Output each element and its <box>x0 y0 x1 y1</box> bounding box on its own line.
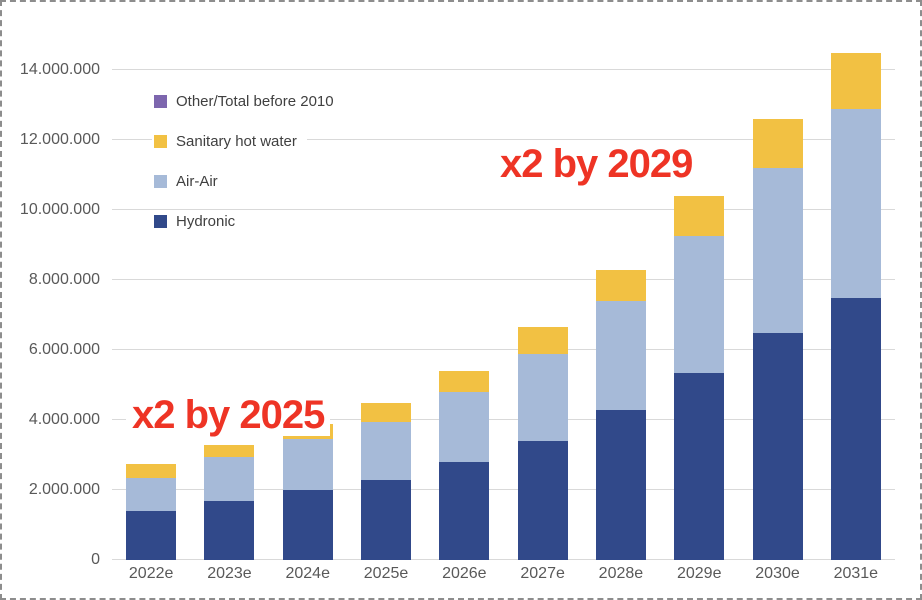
bar-segment-sanitary-hot-water-2031e[interactable] <box>830 52 881 109</box>
gridline-2000000 <box>112 489 895 490</box>
bar-stack-2030e[interactable] <box>752 119 803 560</box>
bar-segment-sanitary-hot-water-2026e[interactable] <box>439 371 490 392</box>
legend-item-label: Air-Air <box>176 173 218 190</box>
plot-area <box>112 42 895 560</box>
x-axis: 2022e 2023e 2024e 2025e 2026e 2027e 2028e 2029e… <box>112 565 895 583</box>
bar-segment-air-air-2027e[interactable] <box>517 353 568 441</box>
bar-segment-air-air-2028e[interactable] <box>595 301 646 410</box>
bar-segment-hydronic-2024e[interactable] <box>282 490 333 560</box>
annotation-x2-by-2029: x2 by 2029 <box>494 143 699 185</box>
gridline-10000000 <box>112 209 895 210</box>
bar-segment-air-air-2024e[interactable] <box>282 439 333 490</box>
bar-segment-hydronic-2025e[interactable] <box>361 479 412 560</box>
bar-segment-hydronic-2027e[interactable] <box>517 441 568 560</box>
legend-item-sanitary-hot-water[interactable]: Sanitary hot water <box>152 130 307 153</box>
legend-item-label: Sanitary hot water <box>176 133 297 150</box>
bar-segment-hydronic-2023e[interactable] <box>204 500 255 560</box>
bar-segment-hydronic-2030e[interactable] <box>752 332 803 560</box>
x-axis-tick-label-2024e: 2024e <box>285 565 330 582</box>
legend-item-label: Hydronic <box>176 213 236 230</box>
legend-item-air-air[interactable]: Air-Air <box>152 170 228 193</box>
bar-segment-hydronic-2028e[interactable] <box>595 409 646 560</box>
bar-column-2023e <box>190 42 268 560</box>
y-axis-tick-label: 8.000.000 <box>28 271 100 288</box>
y-axis-tick-label: 12.000.000 <box>19 131 100 148</box>
bar-segment-air-air-2031e[interactable] <box>830 108 881 298</box>
annotation-x2-by-2025: x2 by 2025 <box>126 394 331 436</box>
bar-column-2030e <box>738 42 816 560</box>
bar-segment-sanitary-hot-water-2022e[interactable] <box>126 463 177 478</box>
bar-segment-air-air-2029e[interactable] <box>674 236 725 373</box>
x-axis-tick-label-2022e: 2022e <box>128 565 174 582</box>
bar-segment-sanitary-hot-water-2030e[interactable] <box>752 119 803 168</box>
bar-segment-air-air-2025e[interactable] <box>361 421 412 480</box>
bar-stack-2027e[interactable] <box>517 327 568 560</box>
gridline-6000000 <box>112 349 895 350</box>
y-axis-tick-label: 4.000.000 <box>28 411 100 428</box>
bar-segment-sanitary-hot-water-2025e[interactable] <box>361 402 412 422</box>
legend-item-other-total-before-2010[interactable]: Other/Total before 2010 <box>152 90 344 113</box>
bar-segment-air-air-2030e[interactable] <box>752 168 803 333</box>
legend-swatch-icon <box>154 135 167 148</box>
x-axis-tick-label-2023e: 2023e <box>207 565 252 582</box>
bar-stack-2023e[interactable] <box>204 444 255 560</box>
legend-item-label: Other/Total before 2010 <box>176 93 334 110</box>
bar-segment-hydronic-2022e[interactable] <box>126 511 177 560</box>
bar-column-2027e <box>503 42 581 560</box>
bar-stack-2031e[interactable] <box>830 52 881 560</box>
legend-item-hydronic[interactable]: Hydronic <box>152 210 246 233</box>
x-axis-tick-label-2028e: 2028e <box>598 565 644 582</box>
bar-segment-sanitary-hot-water-2028e[interactable] <box>595 269 646 301</box>
gridline-8000000 <box>112 279 895 280</box>
bar-segment-sanitary-hot-water-2029e[interactable] <box>674 196 725 237</box>
bar-segment-hydronic-2031e[interactable] <box>830 297 881 560</box>
bar-stack-2022e[interactable] <box>126 463 177 560</box>
bar-segment-hydronic-2026e[interactable] <box>439 462 490 560</box>
bar-column-2031e <box>817 42 895 560</box>
legend-swatch-icon <box>154 95 167 108</box>
bar-segment-air-air-2026e[interactable] <box>439 392 490 462</box>
bar-segment-air-air-2023e[interactable] <box>204 456 255 501</box>
bar-segment-air-air-2022e[interactable] <box>126 477 177 511</box>
y-axis-tick-label: 0 <box>91 551 100 568</box>
y-axis: 14.000.000 12.000.000 10.000.000 8.000.000 6… <box>2 2 102 598</box>
legend-swatch-icon <box>154 215 167 228</box>
bar-stack-2025e[interactable] <box>361 402 412 560</box>
gridline-12000000 <box>112 139 895 140</box>
bar-segment-sanitary-hot-water-2023e[interactable] <box>204 444 255 457</box>
gridline-0 <box>112 559 895 560</box>
bar-segment-sanitary-hot-water-2027e[interactable] <box>517 327 568 354</box>
x-axis-tick-label-2029e: 2029e <box>676 565 722 582</box>
x-axis-tick-label-2031e: 2031e <box>833 565 879 582</box>
y-axis-tick-label: 10.000.000 <box>19 201 100 218</box>
chart-legend: Other/Total before 2010 Sanitary hot wate… <box>152 90 344 250</box>
bar-column-2028e <box>582 42 660 560</box>
x-axis-tick-label-2026e: 2026e <box>442 565 487 582</box>
y-axis-tick-label: 2.000.000 <box>28 481 100 498</box>
x-axis-tick-label-2030e: 2030e <box>755 565 800 582</box>
bar-stack-2026e[interactable] <box>439 371 490 560</box>
bar-segment-hydronic-2029e[interactable] <box>674 372 725 560</box>
y-axis-tick-label: 14.000.000 <box>19 61 100 78</box>
legend-swatch-icon <box>154 175 167 188</box>
x-axis-tick-label-2025e: 2025e <box>363 565 409 582</box>
bar-column-2025e <box>347 42 425 560</box>
bar-stack-2024e[interactable] <box>282 423 333 560</box>
gridline-4000000 <box>112 419 895 420</box>
gridline-14000000 <box>112 69 895 70</box>
bar-column-2026e <box>425 42 503 560</box>
y-axis-tick-label: 6.000.000 <box>28 341 100 358</box>
bar-stack-2029e[interactable] <box>674 196 725 560</box>
x-axis-tick-label-2027e: 2027e <box>520 565 565 582</box>
bar-column-2022e <box>112 42 190 560</box>
bar-column-2029e <box>660 42 738 560</box>
bar-stack-2028e[interactable] <box>595 269 646 560</box>
bar-series-container <box>112 42 895 560</box>
